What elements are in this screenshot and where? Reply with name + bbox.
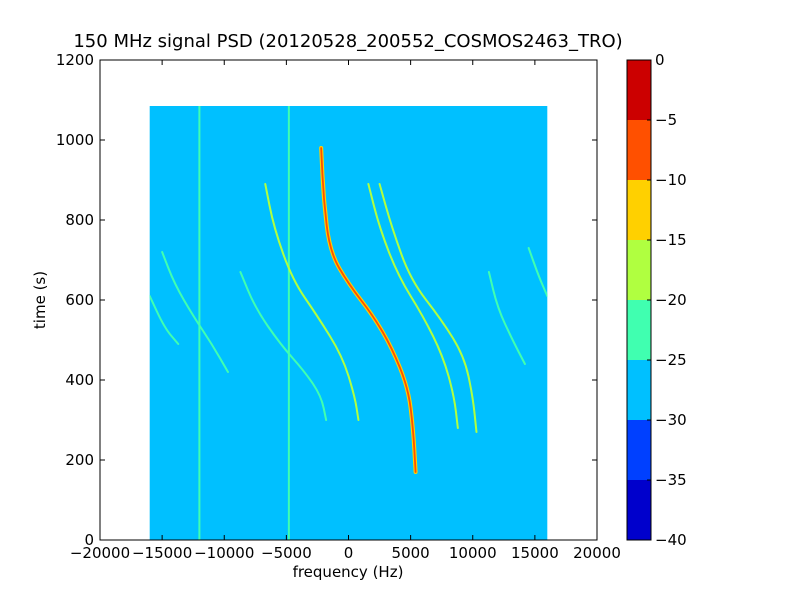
axes: −20000 −15000 −10000 −5000 0 5000 10000 15000 20… <box>56 51 621 562</box>
colorbar-band-3 <box>627 360 651 420</box>
x-tick-label: 10000 <box>449 544 497 562</box>
y-tick-label: 1200 <box>56 51 94 69</box>
y-tick-label: 0 <box>84 531 94 549</box>
colorbar-tick-label: 0 <box>655 51 665 69</box>
signal-trace-3 <box>367 183 459 429</box>
chart-title: 150 MHz signal PSD (20120528_200552_COSM… <box>73 31 622 52</box>
signal-trace-7 <box>149 295 180 345</box>
y-tick-label: 1000 <box>56 131 94 149</box>
signal-trace-1 <box>320 147 417 473</box>
colorbar-band-4 <box>627 300 651 360</box>
colorbar: 0 −5 −10 −15 −20 −25 −30 −35 −40 <box>626 51 687 549</box>
colorbar-band-1 <box>627 480 651 540</box>
signal-traces <box>149 146 548 474</box>
signal-trace-9 <box>527 247 548 297</box>
x-axis-label: frequency (Hz) <box>293 563 404 581</box>
y-axis-label: time (s) <box>31 271 49 329</box>
x-tick-label: 20000 <box>573 544 621 562</box>
colorbar-tick-label: −40 <box>655 531 687 549</box>
colorbar-tick-label: −15 <box>655 231 687 249</box>
colorbar-band-8 <box>627 60 651 120</box>
colorbar-band-5 <box>627 240 651 300</box>
heatmap-background <box>149 106 548 540</box>
x-tick-label: −15000 <box>132 544 192 562</box>
colorbar-band-7 <box>627 120 651 180</box>
x-tick-label: 5000 <box>392 544 430 562</box>
colorbar-band-2 <box>627 420 651 480</box>
y-tick-label: 200 <box>65 451 94 469</box>
signal-trace-4 <box>378 183 478 433</box>
x-tick-label: −5000 <box>261 544 312 562</box>
x-tick-label: 15000 <box>511 544 559 562</box>
colorbar-band-6 <box>627 180 651 240</box>
signal-trace-5 <box>239 271 328 421</box>
x-tick-label: −10000 <box>194 544 254 562</box>
y-tick-label: 600 <box>65 291 94 309</box>
colorbar-tick-label: −25 <box>655 351 687 369</box>
signal-trace-6 <box>161 251 229 373</box>
colorbar-tick-label: −5 <box>655 111 677 129</box>
x-tick-label: −20000 <box>70 544 130 562</box>
colorbar-tick-label: −20 <box>655 291 687 309</box>
x-tick-label: 0 <box>344 544 354 562</box>
colorbar-tick-label: −30 <box>655 411 687 429</box>
y-tick-label: 800 <box>65 211 94 229</box>
signal-trace-8 <box>487 271 526 365</box>
y-tick-label: 400 <box>65 371 94 389</box>
plot-area <box>149 106 548 540</box>
colorbar-tick-label: −10 <box>655 171 687 189</box>
colorbar-tick-label: −35 <box>655 471 687 489</box>
signal-trace-2 <box>264 183 360 421</box>
